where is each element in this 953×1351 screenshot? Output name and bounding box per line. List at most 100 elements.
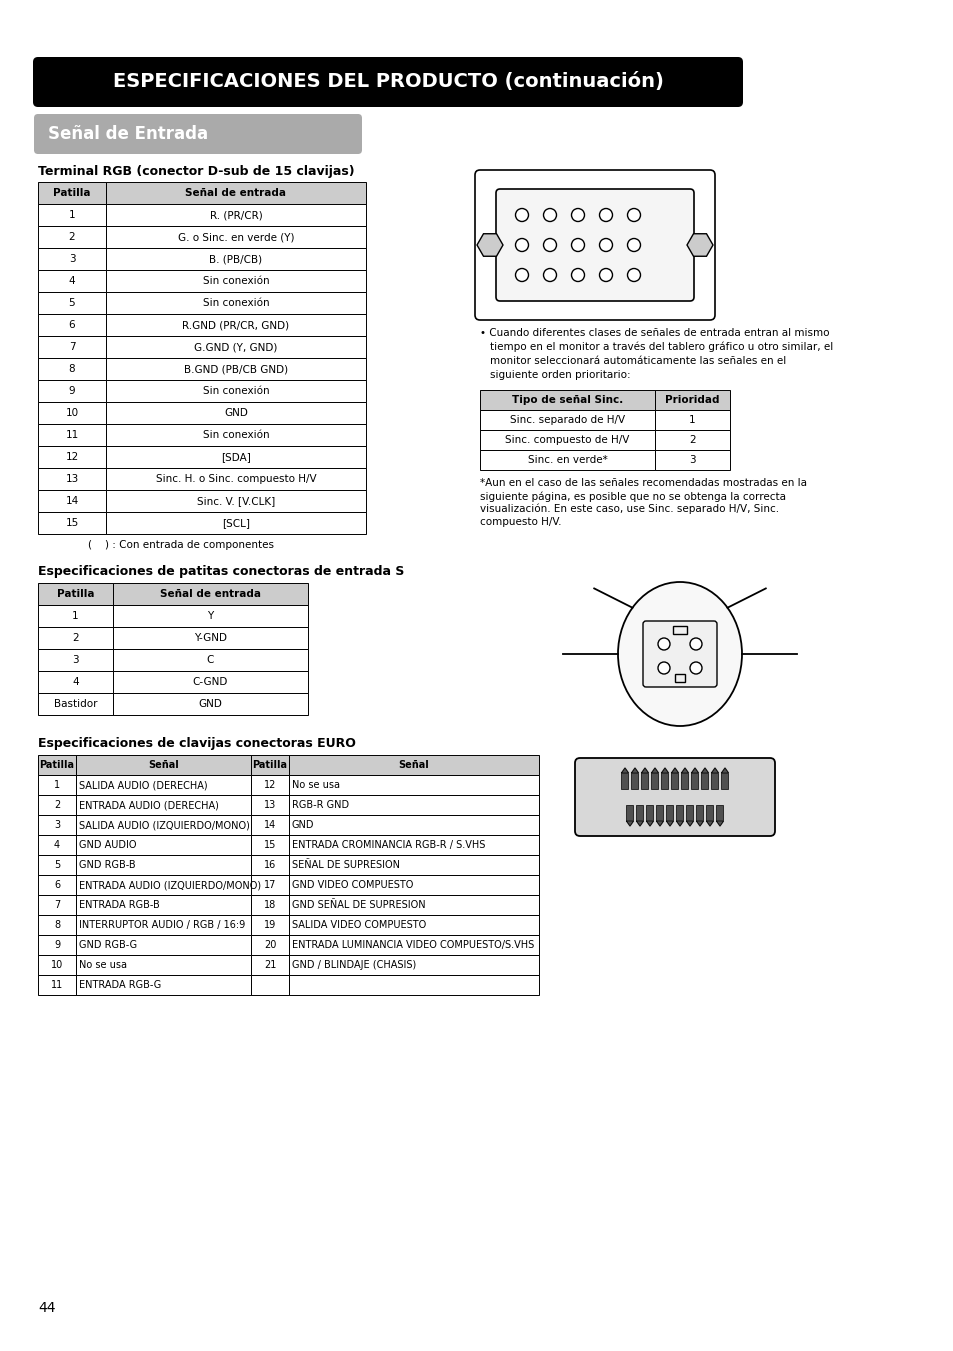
Text: 21: 21 [264,961,276,970]
Bar [251,875,289,894]
Bar [38,584,112,605]
Text: 7: 7 [69,342,75,353]
Text: 17: 17 [264,880,276,890]
Text: 2: 2 [72,634,79,643]
FancyBboxPatch shape [475,170,714,320]
Text: 1: 1 [54,780,60,790]
Bar [76,975,251,994]
Bar [289,855,538,875]
Text: ENTRADA RGB-G: ENTRADA RGB-G [79,979,161,990]
Text: 8: 8 [69,363,75,374]
Bar [38,270,106,292]
Text: 3: 3 [54,820,60,830]
Bar [620,773,628,789]
Text: 2: 2 [69,232,75,242]
Bar [76,794,251,815]
Text: GND: GND [292,820,314,830]
FancyBboxPatch shape [642,621,717,688]
Bar [655,409,729,430]
Bar [106,313,366,336]
Bar [106,424,366,446]
Polygon shape [700,767,708,773]
Bar [112,648,308,671]
Bar [106,204,366,226]
Bar [106,380,366,403]
Circle shape [515,239,528,251]
Text: 3: 3 [69,254,75,263]
Bar [696,805,702,821]
Text: 1: 1 [688,415,695,426]
Text: Tipo de señal Sinc.: Tipo de señal Sinc. [512,394,622,405]
Text: Señal: Señal [398,761,429,770]
Bar [38,671,112,693]
Circle shape [598,269,612,281]
Text: 12: 12 [264,780,276,790]
Bar [289,875,538,894]
Bar [38,955,76,975]
Text: Patilla: Patilla [53,188,91,199]
Bar [706,805,713,821]
Circle shape [598,208,612,222]
Bar [38,182,106,204]
Text: GND: GND [198,698,222,709]
Circle shape [515,269,528,281]
Text: [SDA]: [SDA] [221,453,251,462]
Text: 13: 13 [66,474,78,484]
Text: • Cuando diferentes clases de señales de entrada entran al mismo: • Cuando diferentes clases de señales de… [479,328,828,338]
Text: Y: Y [207,611,213,621]
Bar [289,955,538,975]
Bar [76,955,251,975]
Text: Patilla: Patilla [56,589,94,598]
Text: GND: GND [224,408,248,417]
Bar [106,292,366,313]
Text: 10: 10 [66,408,78,417]
Bar [106,467,366,490]
Bar [76,775,251,794]
Text: 7: 7 [53,900,60,911]
Text: GND SEÑAL DE SUPRESION: GND SEÑAL DE SUPRESION [292,900,425,911]
Polygon shape [646,821,653,825]
Polygon shape [656,821,662,825]
Polygon shape [626,821,633,825]
Polygon shape [686,821,693,825]
Text: GND RGB-G: GND RGB-G [79,940,137,950]
Text: 16: 16 [264,861,275,870]
Text: tiempo en el monitor a través del tablero gráfico u otro similar, el: tiempo en el monitor a través del tabler… [490,342,832,353]
Circle shape [543,269,556,281]
Polygon shape [696,821,702,825]
Text: Patilla: Patilla [39,761,74,770]
Polygon shape [620,767,628,773]
Bar [672,626,686,634]
Circle shape [543,208,556,222]
Text: ENTRADA AUDIO (IZQUIERDO/MONO): ENTRADA AUDIO (IZQUIERDO/MONO) [79,880,261,890]
Text: GND / BLINDAJE (CHASIS): GND / BLINDAJE (CHASIS) [292,961,416,970]
Text: 20: 20 [264,940,276,950]
Text: Bastidor: Bastidor [53,698,97,709]
Bar [686,805,693,821]
Text: 11: 11 [66,430,78,440]
Text: SEÑAL DE SUPRESION: SEÑAL DE SUPRESION [292,861,399,870]
Text: Señal de entrada: Señal de entrada [185,188,286,199]
FancyBboxPatch shape [575,758,774,836]
Text: C: C [207,655,214,665]
FancyBboxPatch shape [496,189,693,301]
Bar [479,430,655,450]
Circle shape [658,638,669,650]
Bar [38,446,106,467]
Text: GND VIDEO COMPUESTO: GND VIDEO COMPUESTO [292,880,413,890]
Polygon shape [720,767,728,773]
Bar [676,805,682,821]
Bar [251,855,289,875]
Bar [38,226,106,249]
Bar [251,955,289,975]
Circle shape [598,239,612,251]
Bar [251,915,289,935]
Polygon shape [636,821,643,825]
Bar [106,182,366,204]
Circle shape [689,662,701,674]
Bar [251,975,289,994]
Text: 6: 6 [69,320,75,330]
Text: 14: 14 [66,496,78,507]
Polygon shape [631,767,638,773]
Text: ESPECIFICACIONES DEL PRODUCTO (continuación): ESPECIFICACIONES DEL PRODUCTO (continuac… [112,73,662,92]
